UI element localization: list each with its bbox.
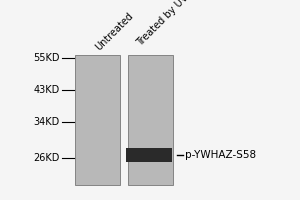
Text: 55KD: 55KD xyxy=(34,53,60,63)
Bar xyxy=(126,148,172,162)
Text: p-YWHAZ-S58: p-YWHAZ-S58 xyxy=(185,150,256,160)
Text: Treated by UV: Treated by UV xyxy=(135,0,190,48)
Text: 34KD: 34KD xyxy=(34,117,60,127)
Bar xyxy=(75,55,120,185)
Text: 26KD: 26KD xyxy=(34,153,60,163)
Text: Untreated: Untreated xyxy=(94,10,136,52)
Bar xyxy=(128,55,173,185)
Text: 43KD: 43KD xyxy=(34,85,60,95)
